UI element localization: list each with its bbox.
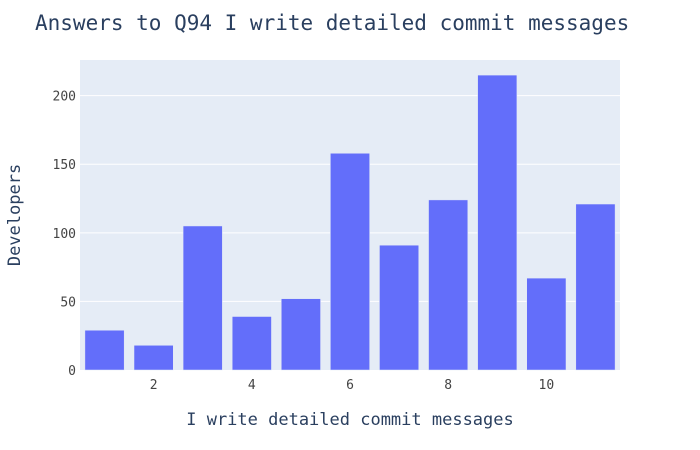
bar-3 xyxy=(182,225,223,371)
x-tick-label: 4 xyxy=(248,378,256,393)
y-tick-labels: 0 50 100 150 200 xyxy=(53,90,76,379)
x-tick-label: 10 xyxy=(539,378,555,393)
bar-10 xyxy=(526,277,567,371)
bar-4 xyxy=(231,316,272,371)
y-tick-label: 50 xyxy=(60,295,76,310)
bar-6 xyxy=(330,153,370,371)
x-tick-labels: 2 4 6 8 10 xyxy=(150,378,554,393)
x-axis-title: I write detailed commit messages xyxy=(186,410,514,430)
chart-title: Answers to Q94 I write detailed commit m… xyxy=(35,11,629,35)
bars xyxy=(84,74,616,371)
x-tick-label: 6 xyxy=(346,378,354,393)
y-axis-title: Developers xyxy=(5,164,25,266)
x-tick-label: 8 xyxy=(444,378,452,393)
x-tick-label: 2 xyxy=(150,378,158,393)
y-tick-label: 0 xyxy=(68,364,76,379)
bar-1 xyxy=(84,329,125,371)
y-tick-label: 150 xyxy=(53,158,76,173)
y-tick-label: 200 xyxy=(53,90,76,105)
bar-2 xyxy=(133,345,174,371)
bar-5 xyxy=(281,298,321,371)
bar-11 xyxy=(575,203,616,371)
bar-9 xyxy=(477,74,518,371)
bar-7 xyxy=(379,244,419,371)
bar-8 xyxy=(428,199,469,371)
y-tick-label: 100 xyxy=(53,227,76,242)
